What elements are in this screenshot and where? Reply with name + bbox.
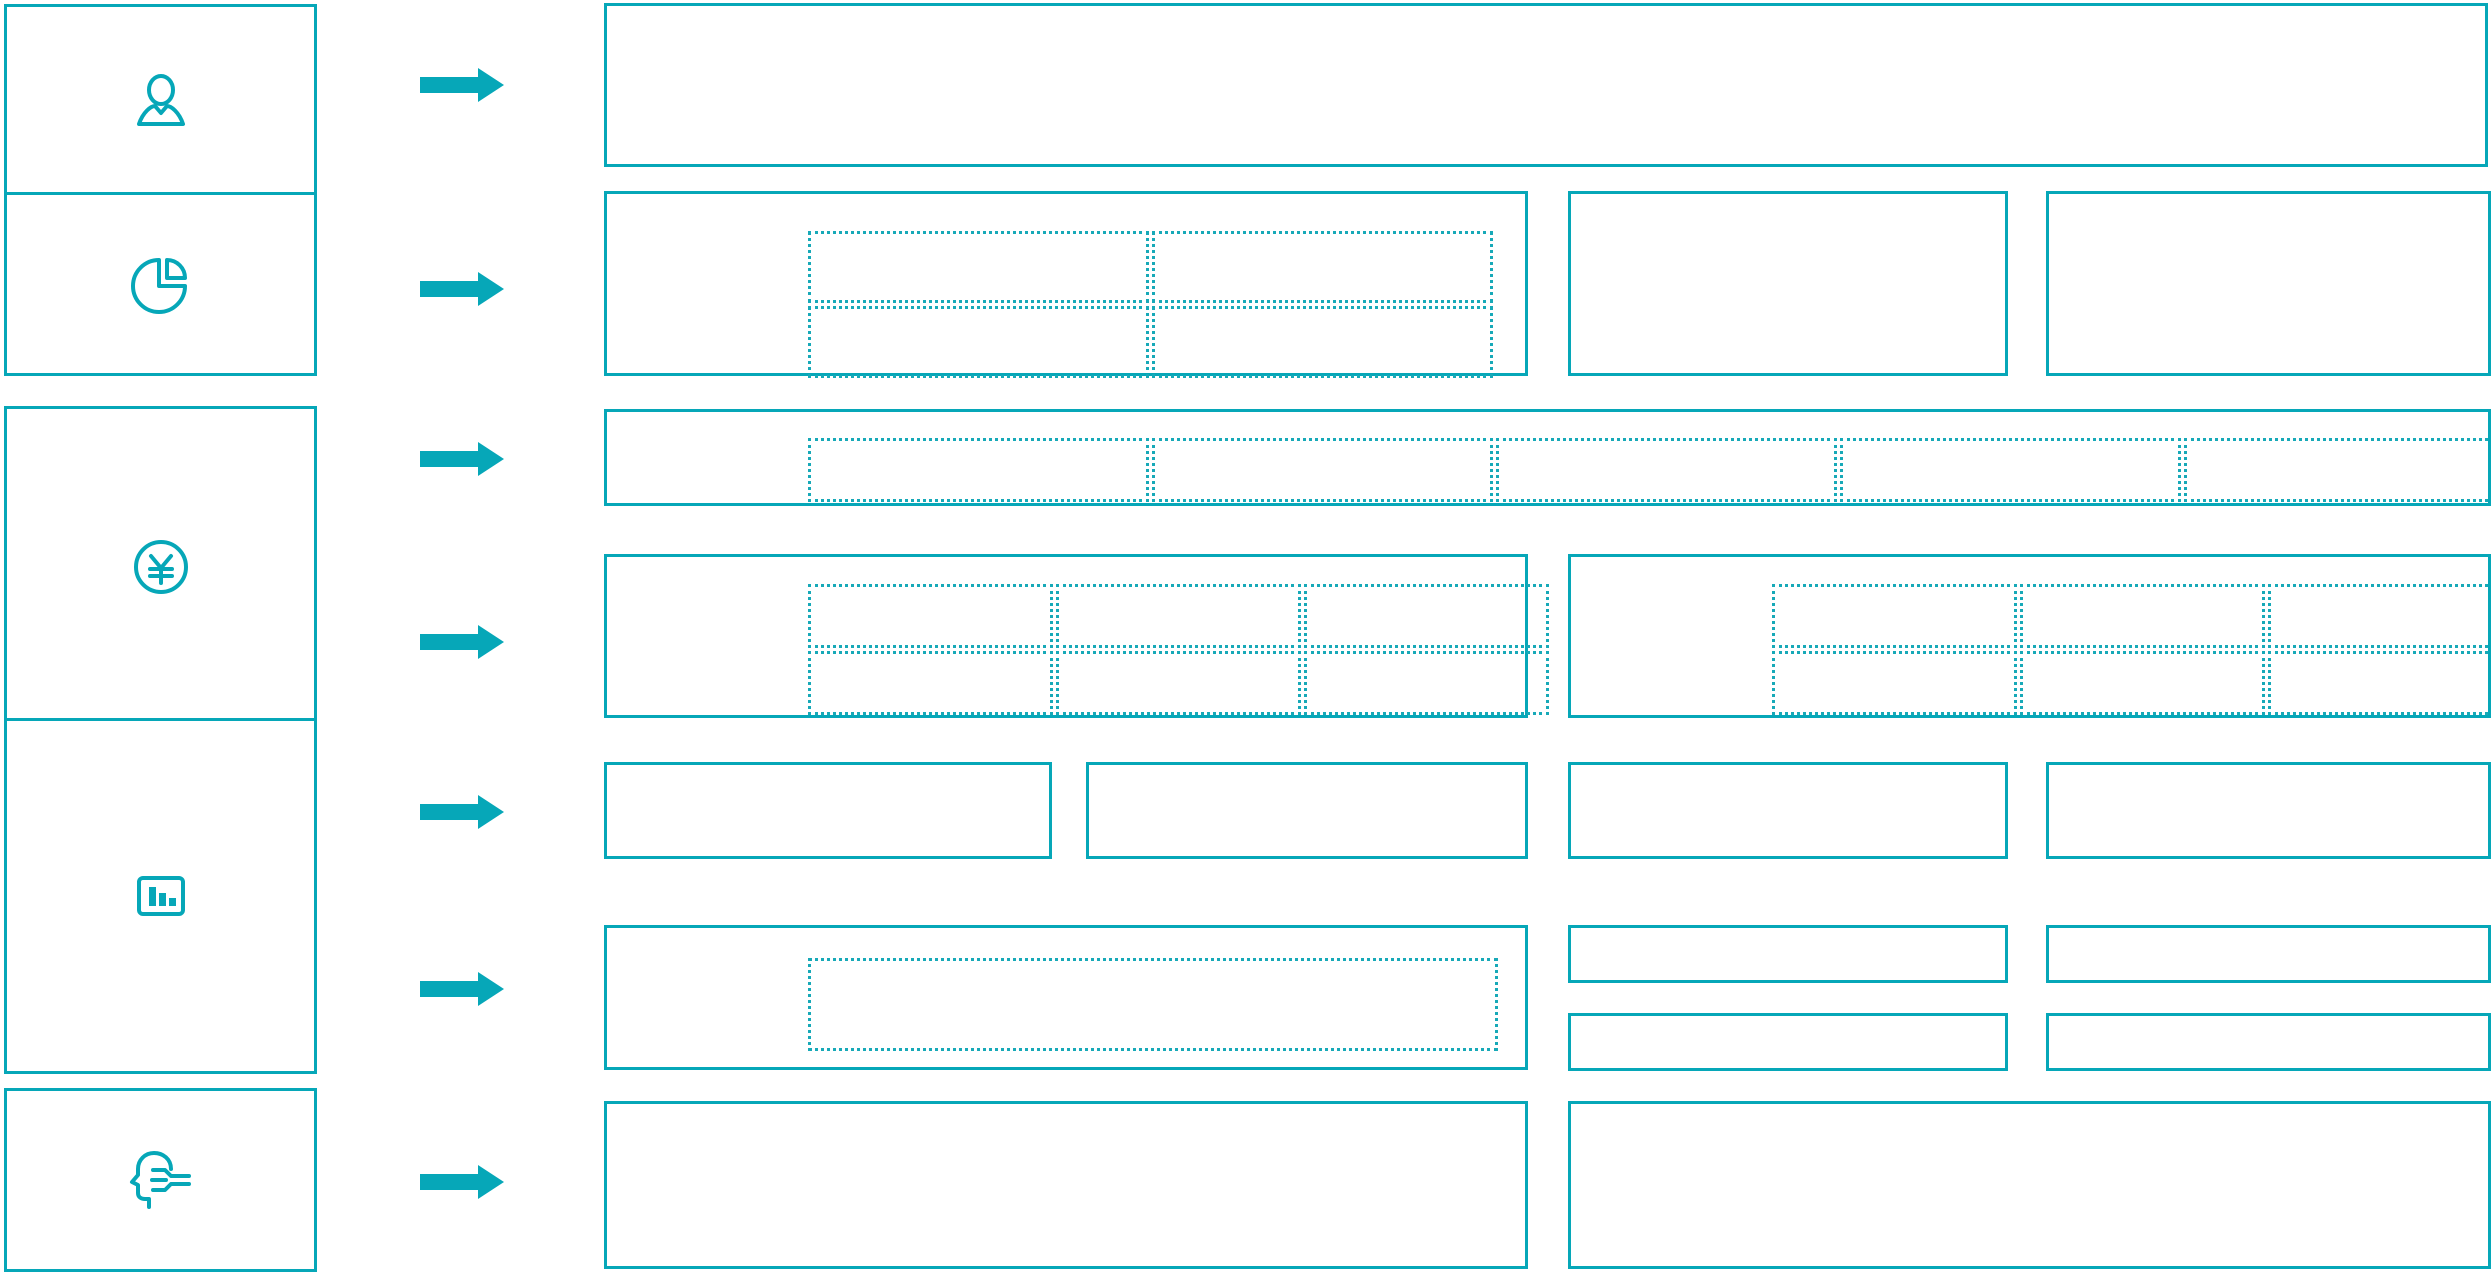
content-panel[interactable]: [2046, 191, 2491, 376]
placeholder-slot[interactable]: [808, 584, 1053, 648]
category-card-ai-head[interactable]: [4, 1088, 317, 1272]
placeholder-slot[interactable]: [1056, 584, 1301, 648]
content-panel[interactable]: [1568, 191, 2008, 376]
content-panel[interactable]: [604, 554, 1549, 718]
placeholder-slot[interactable]: [2184, 438, 2491, 502]
content-panel[interactable]: [2046, 925, 2491, 983]
placeholder-slot[interactable]: [808, 306, 1149, 378]
content-panel[interactable]: [1568, 1101, 2491, 1269]
placeholder-slot[interactable]: [808, 958, 1498, 1051]
yen-coin-icon: [129, 535, 193, 599]
placeholder-slot[interactable]: [2268, 651, 2491, 715]
content-panel[interactable]: [604, 925, 1528, 1070]
ai-head-icon: [125, 1148, 197, 1212]
arrow-right-icon: [420, 442, 504, 476]
arrow-right-icon: [420, 272, 504, 306]
content-panel[interactable]: [604, 191, 1528, 378]
pie-chart-icon: [129, 252, 193, 316]
placeholder-slot[interactable]: [808, 438, 1149, 502]
placeholder-slot[interactable]: [1152, 231, 1493, 303]
placeholder-slot[interactable]: [808, 231, 1149, 303]
arrow-right-icon: [420, 972, 504, 1006]
content-panel[interactable]: [1568, 1013, 2008, 1071]
category-card-pie-chart[interactable]: [4, 192, 317, 376]
placeholder-slot[interactable]: [1496, 438, 1837, 502]
placeholder-slot[interactable]: [2020, 651, 2265, 715]
category-card-bar-chart[interactable]: [4, 718, 317, 1074]
content-panel[interactable]: [2046, 762, 2491, 859]
content-panel[interactable]: [1086, 762, 1528, 859]
category-card-person[interactable]: [4, 4, 317, 200]
placeholder-slot[interactable]: [1056, 651, 1301, 715]
placeholder-slot[interactable]: [1772, 651, 2017, 715]
placeholder-slot[interactable]: [1152, 438, 1493, 502]
bar-chart-icon: [129, 864, 193, 928]
placeholder-slot[interactable]: [1304, 651, 1549, 715]
person-icon: [129, 70, 193, 134]
content-panel[interactable]: [2046, 1013, 2491, 1071]
category-card-currency[interactable]: [4, 406, 317, 728]
placeholder-slot[interactable]: [1840, 438, 2181, 502]
placeholder-slot[interactable]: [1772, 584, 2017, 648]
arrow-right-icon: [420, 1165, 504, 1199]
placeholder-slot[interactable]: [2268, 584, 2491, 648]
content-panel[interactable]: [1568, 554, 2491, 718]
content-panel[interactable]: [1568, 762, 2008, 859]
arrow-right-icon: [420, 68, 504, 102]
arrow-right-icon: [420, 795, 504, 829]
arrow-right-icon: [420, 625, 504, 659]
content-panel[interactable]: [604, 1101, 1528, 1269]
placeholder-slot[interactable]: [1152, 306, 1493, 378]
content-panel[interactable]: [1568, 925, 2008, 983]
content-panel[interactable]: [604, 3, 2488, 167]
content-panel[interactable]: [604, 762, 1052, 859]
placeholder-slot[interactable]: [2020, 584, 2265, 648]
placeholder-slot[interactable]: [808, 651, 1053, 715]
placeholder-slot[interactable]: [1304, 584, 1549, 648]
content-panel[interactable]: [604, 409, 2491, 506]
